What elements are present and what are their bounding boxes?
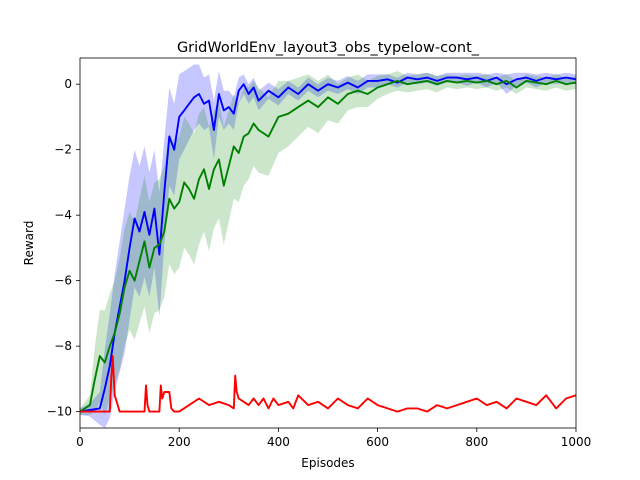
y-tick-label: −6	[54, 274, 72, 288]
y-tick-label: 0	[64, 77, 72, 91]
y-tick-label: −2	[54, 143, 72, 157]
x-tick-label: 600	[366, 435, 389, 449]
series-2-band	[80, 71, 576, 415]
plot-area	[80, 64, 576, 428]
series-3-line	[80, 355, 576, 413]
y-axis: 0 −2 −4 −6 −8 −10	[47, 77, 80, 419]
y-axis-label: Reward	[22, 221, 36, 266]
plot-frame	[79, 57, 577, 429]
x-tick-label: 800	[465, 435, 488, 449]
chart-title: GridWorldEnv_layout3_obs_typelow-cont_	[177, 40, 480, 56]
x-tick-label: 400	[267, 435, 290, 449]
y-tick-label: −10	[47, 405, 72, 419]
x-tick-label: 1000	[561, 435, 592, 449]
x-axis: 0 200 400 600 800 1000	[76, 428, 591, 449]
x-tick-label: 200	[168, 435, 191, 449]
series-1-line	[80, 76, 576, 413]
x-axis-label: Episodes	[301, 456, 354, 470]
y-tick-label: −8	[54, 339, 72, 353]
series-2-line	[80, 79, 576, 413]
x-tick-label: 0	[76, 435, 84, 449]
y-tick-label: −4	[54, 208, 72, 222]
